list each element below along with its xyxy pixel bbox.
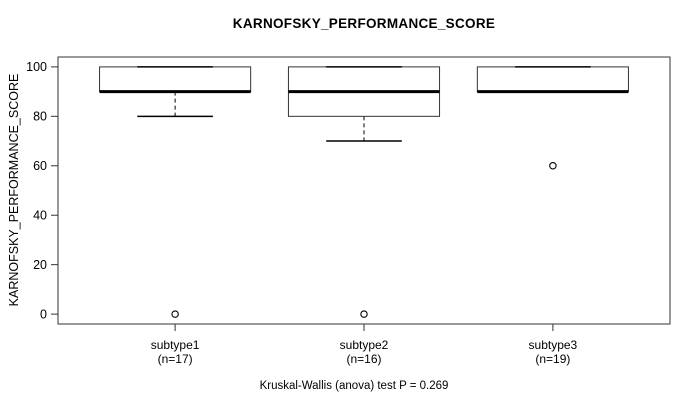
chart-title: KARNOFSKY_PERFORMANCE_SCORE [232,16,496,31]
x-tick-label: subtype1 [151,338,200,352]
y-tick-label: 80 [33,110,47,124]
x-tick-sublabel: (n=19) [535,352,570,366]
x-tick-sublabel: (n=16) [346,352,381,366]
y-tick-label: 20 [33,258,47,272]
x-tick-sublabel: (n=17) [158,352,193,366]
stat-test-annotation: Kruskal-Wallis (anova) test P = 0.269 [259,380,449,392]
y-tick-label: 0 [40,307,47,321]
outlier-point [360,310,368,318]
box-rect [99,66,252,93]
outlier-point [549,162,557,170]
y-tick-label: 60 [33,159,47,173]
y-tick-label: 40 [33,209,47,223]
y-tick-label: 100 [26,60,47,74]
x-tick-label: subtype2 [340,338,389,352]
outlier-point [171,310,179,318]
box-rect [476,66,629,93]
x-tick-label: subtype3 [529,338,578,352]
